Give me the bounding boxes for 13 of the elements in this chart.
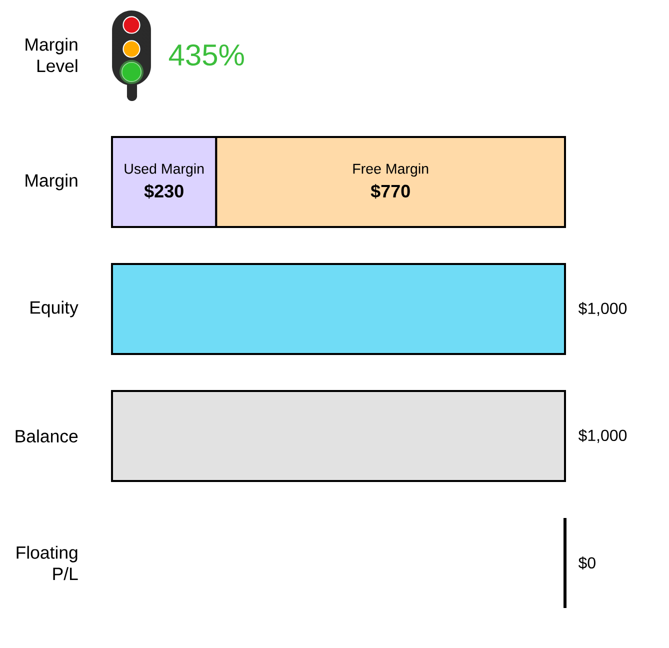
y-tick-label: Equity (30, 300, 78, 318)
y-tick-label: Margin (26, 174, 78, 190)
data-label: $230 (144, 184, 184, 199)
series-label: Free Margin (353, 163, 428, 177)
data-label: $770 (370, 184, 410, 199)
annotation: 435% (168, 44, 244, 66)
y-tick-label: Balance (16, 429, 78, 442)
annotation: $0 (578, 556, 596, 570)
data-label: $1,000 (578, 302, 627, 316)
series-label: Used Margin (124, 163, 204, 177)
y-tick-label: Floating P/L (16, 546, 78, 580)
data-label: $1,000 (578, 429, 627, 443)
y-tick-label: Margin Level (26, 38, 78, 72)
